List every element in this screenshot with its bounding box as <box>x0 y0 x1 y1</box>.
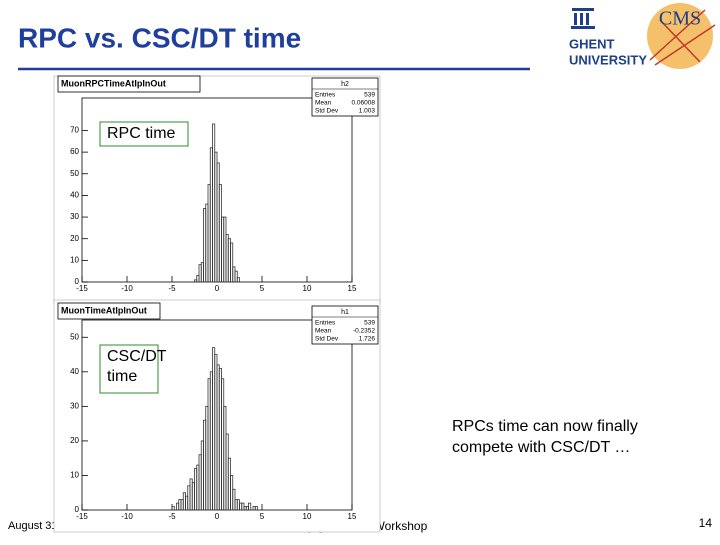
y-tick-label: 30 <box>70 401 79 410</box>
histogram-panel: 0 10 20 30 40 50 -15 -10 -5 0 5 10 15 MuonTimeAtIpInO… <box>53 299 381 533</box>
y-tick-label: 50 <box>70 332 79 341</box>
cms-logo: CMS <box>647 3 716 69</box>
x-tick-label: 0 <box>215 512 220 521</box>
stats-value: 0.06008 <box>352 100 376 107</box>
stats-value: 539 <box>364 320 375 327</box>
histogram-bin <box>236 277 240 283</box>
x-tick-label: -15 <box>76 512 88 521</box>
annotation: CSC/DT time <box>107 348 167 385</box>
logo-text: UNIVERSITY <box>569 52 647 67</box>
histogram-bin <box>254 506 258 511</box>
x-tick-label: -10 <box>121 512 133 521</box>
stats-value: 539 <box>364 92 375 99</box>
y-tick-label: 40 <box>70 367 79 376</box>
cms-text: CMS <box>659 8 701 30</box>
histogram-panel: 0 10 20 30 40 50 60 70 -15 -10 -5 0 5 10 15 MuonRPCTime… <box>53 75 381 305</box>
y-tick-label: 20 <box>70 234 79 243</box>
y-tick-label: 0 <box>75 277 80 286</box>
y-tick-label: 10 <box>70 471 79 480</box>
stats-key: Std Dev <box>315 336 339 343</box>
y-tick-label: 40 <box>70 191 79 200</box>
hist-title-box <box>57 302 161 320</box>
hist-title: MuonTimeAtIpInOut <box>61 305 147 315</box>
stats-name: h1 <box>341 309 349 316</box>
x-tick-label: 15 <box>348 512 357 521</box>
x-tick-label: -5 <box>168 284 176 293</box>
histogram-bin <box>248 502 252 511</box>
x-tick-label: 5 <box>260 512 265 521</box>
stats-key: Mean <box>315 100 332 107</box>
hist-title-box <box>57 75 201 93</box>
stats-name: h2 <box>341 81 349 88</box>
x-tick-label: 5 <box>260 284 265 293</box>
slide-title: RPC vs. CSC/DT time <box>18 22 301 53</box>
y-tick-label: 70 <box>70 126 79 135</box>
stats-value: -0.2352 <box>353 328 375 335</box>
annotation-box <box>99 121 189 147</box>
x-tick-label: -15 <box>76 284 88 293</box>
histogram-bin <box>230 242 234 283</box>
histogram-bin <box>171 506 175 511</box>
x-tick-label: 10 <box>303 512 312 521</box>
ghent-logo: GHENT UNIVERSITY <box>569 8 647 67</box>
comment: RPCs time can now finally compete with CS… <box>452 418 638 456</box>
histogram-bin <box>234 270 238 283</box>
stats-value: 1.003 <box>359 108 376 115</box>
stats-value: 1.726 <box>359 336 376 343</box>
stats-key: Entries <box>315 320 336 327</box>
stats-key: Mean <box>315 328 332 335</box>
page-number: 14 <box>699 516 713 530</box>
stats-box <box>311 77 379 117</box>
x-tick-label: -5 <box>168 512 176 521</box>
x-tick-label: 15 <box>348 284 357 293</box>
y-tick-label: 30 <box>70 212 79 221</box>
y-tick-label: 10 <box>70 255 79 264</box>
stats-box <box>311 305 379 345</box>
hist-title: MuonRPCTimeAtIpInOut <box>61 78 166 88</box>
y-tick-label: 50 <box>70 169 79 178</box>
stats-key: Std Dev <box>315 108 339 115</box>
stats-key: Entries <box>315 92 336 99</box>
x-tick-label: 0 <box>215 284 220 293</box>
x-tick-label: -10 <box>121 284 133 293</box>
annotation-box <box>99 344 159 394</box>
x-tick-label: 10 <box>303 284 312 293</box>
logo-text: GHENT <box>569 36 615 51</box>
y-tick-label: 0 <box>75 505 80 514</box>
annotation: RPC time <box>107 125 176 142</box>
y-tick-label: 60 <box>70 147 79 156</box>
y-tick-label: 20 <box>70 436 79 445</box>
